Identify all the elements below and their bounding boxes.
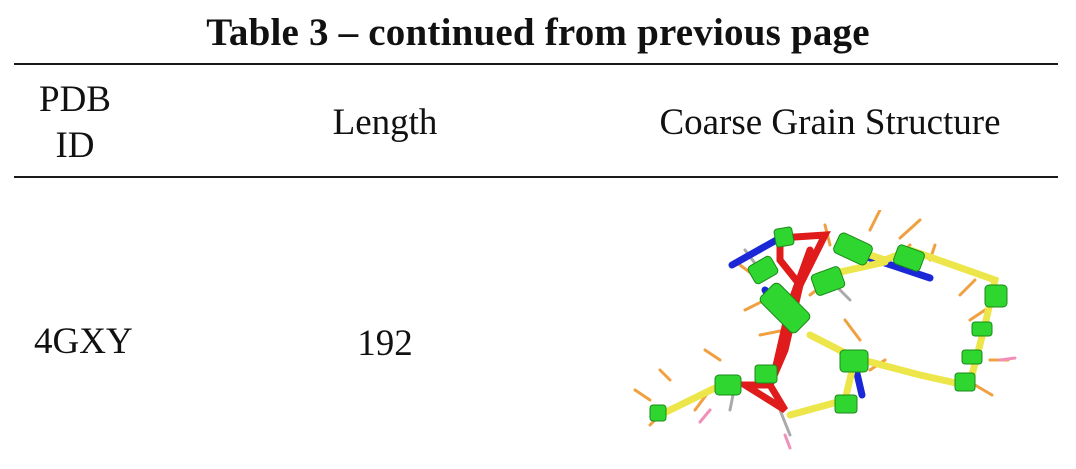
table-top-rule [14,63,1058,65]
table-header-rule [14,176,1058,178]
header-pdb-id: PDB ID [39,79,111,166]
header-length: Length [332,102,438,143]
green-beads [649,226,1008,422]
pink-tips [698,356,1017,450]
coarse-grain-structure-image [633,210,1017,450]
row-length: 192 [357,323,413,364]
row-pdb-id: 4GXY [34,321,133,362]
header-coarse-grain-structure: Coarse Grain Structure [659,102,1001,143]
table-caption: Table 3 – continued from previous page [206,11,870,54]
